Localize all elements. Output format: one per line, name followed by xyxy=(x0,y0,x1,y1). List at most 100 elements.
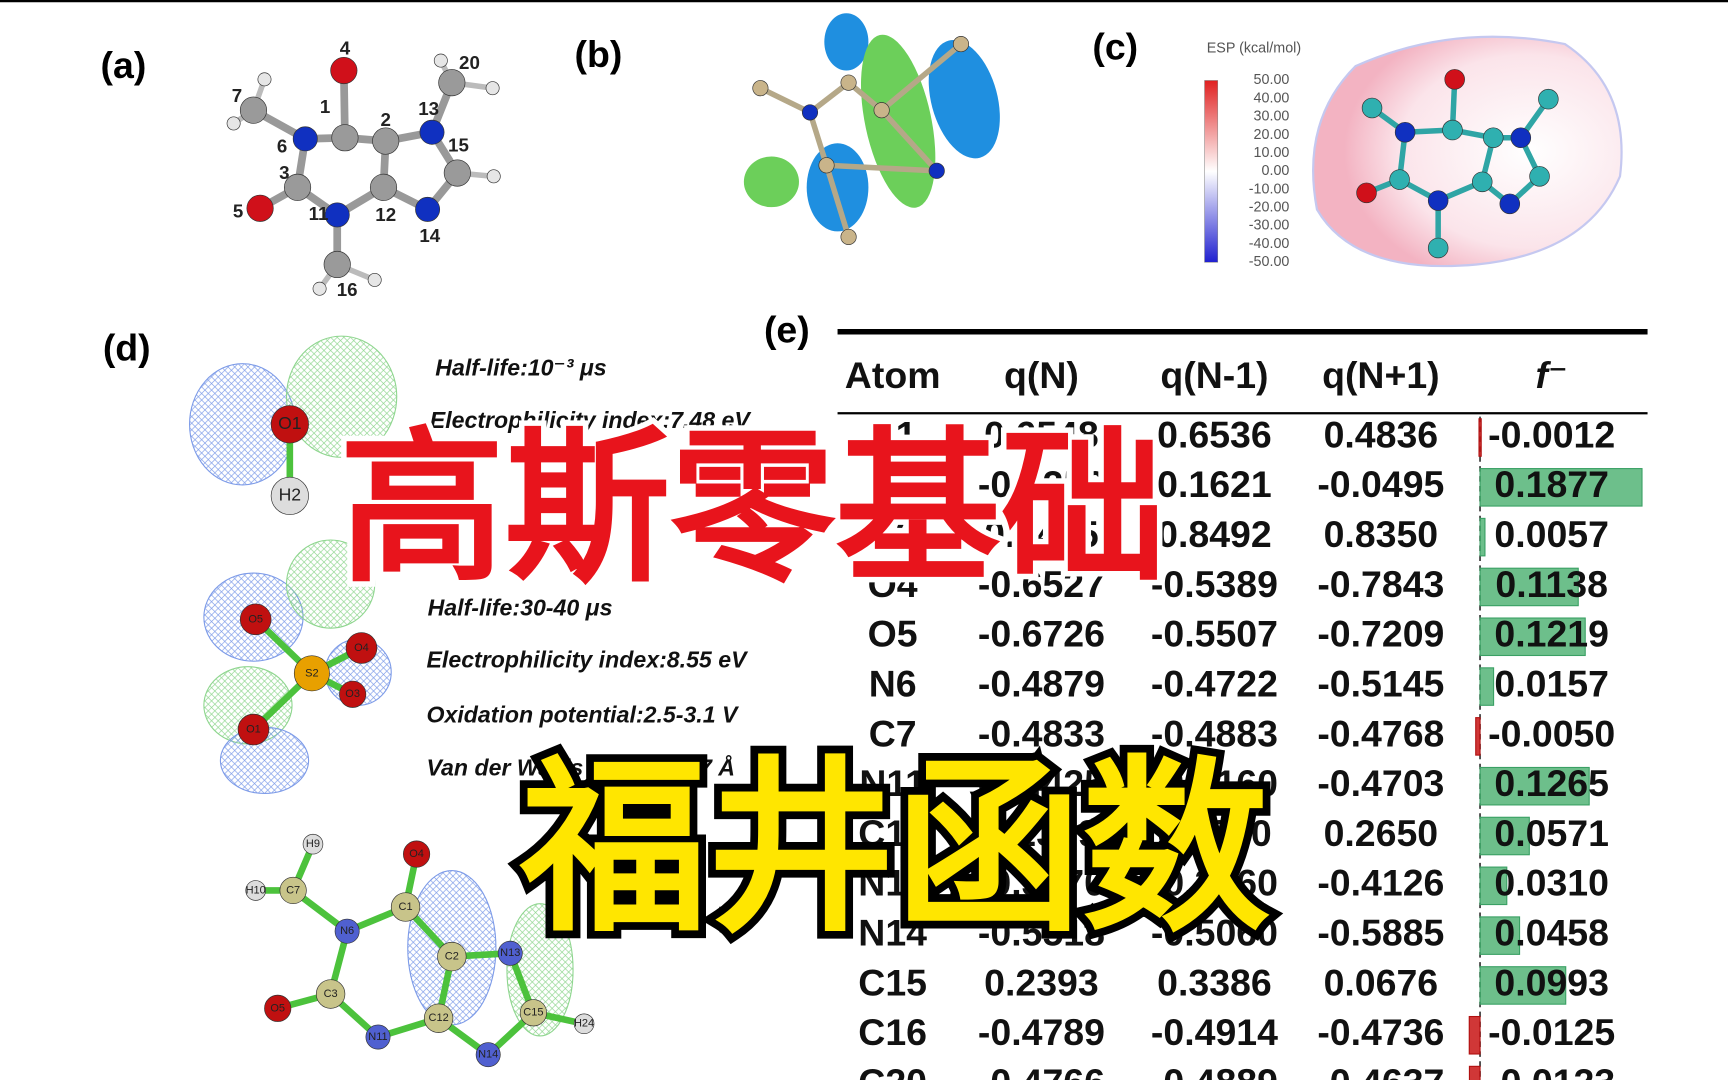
isosurface-mesh xyxy=(285,335,398,458)
table-cell: -0.4637 xyxy=(1317,1061,1444,1080)
atom-label: O4 xyxy=(354,642,369,654)
molecule-a xyxy=(226,53,501,296)
atom-name: C20 xyxy=(858,1061,927,1080)
atom xyxy=(365,1024,391,1050)
table-cell: -0.0012 xyxy=(1488,413,1615,455)
fukui-bar xyxy=(1479,916,1521,955)
atom xyxy=(390,892,421,922)
atom-name: C15 xyxy=(858,961,927,1003)
fukui-bar xyxy=(1479,866,1508,906)
atom xyxy=(330,56,358,85)
atom xyxy=(419,119,445,145)
table-cell: 0.0310 xyxy=(1494,862,1609,904)
table-cell: 0.0676 xyxy=(1324,961,1439,1003)
atom xyxy=(752,80,769,97)
fukui-bar xyxy=(1479,617,1586,657)
atom xyxy=(239,96,268,124)
bond xyxy=(878,107,940,174)
atom xyxy=(1529,166,1550,187)
atom xyxy=(292,126,318,152)
atom xyxy=(801,104,819,121)
atom xyxy=(486,169,501,184)
esp-tick-label: 50.00 xyxy=(1254,72,1290,88)
atom xyxy=(840,74,857,91)
atom xyxy=(339,680,367,708)
table-cell: -0.0495 xyxy=(1317,463,1444,505)
atom-label: C3 xyxy=(324,988,338,1000)
atom xyxy=(345,632,378,664)
table-cell: 0.2940 xyxy=(1157,812,1272,854)
panel-label: (a) xyxy=(101,44,147,86)
table-cell: -0.0123 xyxy=(1488,1061,1615,1080)
atom-label: O5 xyxy=(248,613,263,625)
table-cell: -0.5145 xyxy=(1317,662,1444,704)
esp-map: ESP (kcal/mol) 50.00 40.00 30.00 20.00 10.00 0… xyxy=(1204,35,1623,270)
table-cell: 0.1138 xyxy=(1495,563,1608,605)
fukui-bar xyxy=(1479,567,1579,607)
molecule-b xyxy=(743,13,1000,245)
table-cell: -0.3160 xyxy=(1151,762,1278,804)
atom-name: C2 xyxy=(869,463,917,505)
panel-label: (c) xyxy=(1092,25,1138,67)
atom xyxy=(443,159,471,187)
atom-name: C16 xyxy=(858,1011,927,1053)
esp-title: ESP (kcal/mol) xyxy=(1207,40,1301,56)
atom-number: 20 xyxy=(459,52,480,73)
table-header: q(N-1) xyxy=(1160,354,1268,396)
atom-number: 15 xyxy=(448,135,469,156)
orbital-lobe xyxy=(824,13,869,71)
table-cell: 0.1265 xyxy=(1494,762,1609,804)
atom xyxy=(1510,127,1532,149)
table-cell: 0.0993 xyxy=(1494,961,1609,1003)
table-cell: 0.8350 xyxy=(1324,513,1439,555)
atom-name: C7 xyxy=(869,712,917,754)
atom xyxy=(1471,171,1493,193)
atom-label: O3 xyxy=(345,688,360,700)
table-cell: -0.7843 xyxy=(1317,563,1444,605)
atom-label: H2 xyxy=(279,485,302,505)
isosurface-mesh xyxy=(285,539,376,629)
atom-label: C1 xyxy=(399,901,413,913)
atom-number: 5 xyxy=(233,201,243,222)
atom-name: N6 xyxy=(869,662,917,704)
atom-number: 4 xyxy=(340,38,351,59)
atom xyxy=(226,116,241,131)
table-cell: -0.4883 xyxy=(1151,712,1278,754)
esp-tick-label: -30.00 xyxy=(1249,218,1290,234)
atom xyxy=(334,918,360,944)
esp-tick-label: 10.00 xyxy=(1254,145,1290,161)
table-cell: 0.6536 xyxy=(1157,413,1272,455)
atom xyxy=(475,1042,501,1068)
atom-name: O5 xyxy=(868,613,918,655)
panel-label: (e) xyxy=(764,309,810,351)
atom xyxy=(1389,169,1410,190)
atom xyxy=(293,655,330,692)
fukui-bar xyxy=(1479,468,1643,507)
fukui-bar xyxy=(1479,517,1486,557)
bond xyxy=(807,79,852,116)
atom xyxy=(1427,237,1449,259)
esp-tick-label: 40.00 xyxy=(1254,90,1290,106)
esp-surface xyxy=(1312,35,1623,268)
atom-label: S2 xyxy=(305,667,318,679)
atom-label: N14 xyxy=(478,1049,498,1061)
atom xyxy=(519,999,547,1027)
atom-number: 7 xyxy=(232,85,242,106)
table-header: q(N) xyxy=(1004,354,1079,396)
table-cell: -0.0256 xyxy=(978,463,1105,505)
atom-number: 13 xyxy=(418,98,439,119)
atom-label: C15 xyxy=(523,1007,543,1019)
atom-number: 11 xyxy=(309,203,329,224)
table-cell: 0.2393 xyxy=(984,961,1099,1003)
atom xyxy=(245,880,266,901)
esp-tick-label: 30.00 xyxy=(1254,109,1290,125)
table-cell: -0.4126 xyxy=(1317,862,1444,904)
table-cell: 0.0157 xyxy=(1494,662,1609,704)
atom xyxy=(1427,190,1449,211)
bond xyxy=(823,162,852,240)
atom xyxy=(497,940,523,966)
atom-label: H10 xyxy=(246,884,266,896)
table-cell: -0.7209 xyxy=(1317,613,1444,655)
fukui-bar xyxy=(1479,766,1590,806)
table-cell: -0.4789 xyxy=(978,1011,1105,1053)
